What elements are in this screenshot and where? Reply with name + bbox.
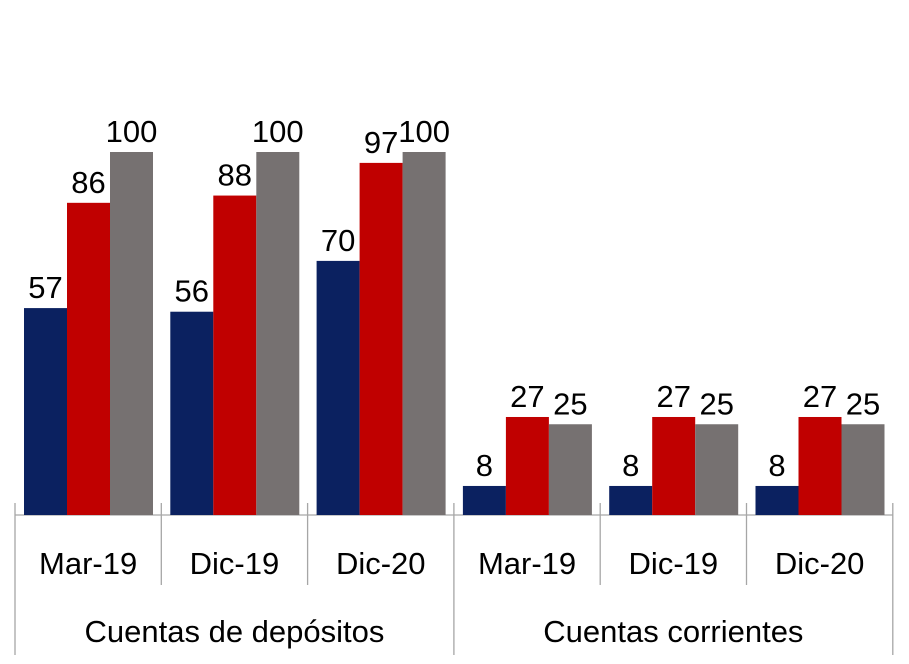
bar <box>256 152 300 515</box>
x-tick-label: Dic-19 <box>629 546 719 581</box>
bar <box>798 416 842 515</box>
data-label: 100 <box>106 114 158 149</box>
bar <box>462 485 506 515</box>
data-label: 8 <box>768 448 785 483</box>
data-label: 57 <box>28 270 62 305</box>
group-label: Cuentas de depósitos <box>85 614 385 649</box>
x-tick-label: Dic-20 <box>336 546 426 581</box>
bar <box>402 152 446 515</box>
data-label: 27 <box>510 379 544 414</box>
x-tick-label: Mar-19 <box>39 546 137 581</box>
data-label: 25 <box>699 386 733 421</box>
bar <box>505 416 549 515</box>
bar <box>652 416 696 515</box>
bar <box>609 485 653 515</box>
data-label: 88 <box>218 158 252 193</box>
data-label: 25 <box>846 386 880 421</box>
data-label: 86 <box>71 165 105 200</box>
bar <box>24 308 67 515</box>
data-label: 8 <box>622 448 639 483</box>
bar <box>67 202 110 515</box>
bar <box>170 311 214 515</box>
data-label: 97 <box>364 125 398 160</box>
data-label: 100 <box>398 114 450 149</box>
x-tick-label: Mar-19 <box>478 546 576 581</box>
bar <box>695 424 739 515</box>
x-tick-label: Dic-19 <box>190 546 280 581</box>
group-label: Cuentas corrientes <box>543 614 803 649</box>
data-label: 70 <box>321 223 355 258</box>
x-tick-label: Dic-20 <box>775 546 865 581</box>
bar <box>213 195 257 515</box>
data-label: 8 <box>476 448 493 483</box>
bar <box>755 485 799 515</box>
data-label: 100 <box>252 114 304 149</box>
bar <box>316 260 360 515</box>
bar <box>359 162 403 515</box>
data-label: 25 <box>553 386 587 421</box>
bar <box>841 424 885 515</box>
bar <box>548 424 592 515</box>
data-label: 56 <box>175 274 209 309</box>
data-label: 27 <box>803 379 837 414</box>
bar <box>110 152 153 515</box>
data-label: 27 <box>656 379 690 414</box>
